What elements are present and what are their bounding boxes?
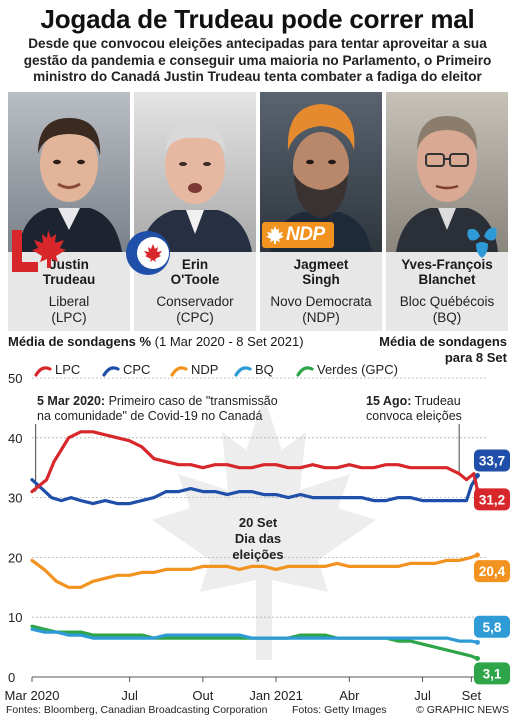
candidate-name: Trudeau <box>42 272 96 287</box>
y-tick-label: 10 <box>8 610 22 625</box>
ndp-logo-text: NDP <box>286 224 325 245</box>
portrait-otoole <box>134 92 256 252</box>
photo-credit: Fotos: Getty Images <box>292 704 387 716</box>
liberal-logo <box>12 230 66 272</box>
candidate-name: Blanchet <box>418 272 476 287</box>
candidate-name: O'Toole <box>170 272 220 287</box>
series-line-verdes-gpc <box>30 624 480 661</box>
candidate-name: Singh <box>302 272 340 287</box>
y-tick-label: 20 <box>8 550 22 565</box>
conservative-logo <box>126 231 170 275</box>
x-tick-label: Jul <box>121 688 138 703</box>
y-tick-label: 30 <box>8 491 22 506</box>
candidate-party-abbr: (NDP) <box>302 310 340 325</box>
final-value-label: 3,1 <box>483 666 502 681</box>
sources: Fontes: Bloomberg, Canadian Broadcasting… <box>6 704 268 716</box>
series-line-ndp <box>30 553 480 589</box>
candidate-party-abbr: (BQ) <box>432 310 462 325</box>
legend-swatch <box>296 366 314 377</box>
candidate-party: Bloc Québécois <box>399 294 495 309</box>
y-tick-label: 0 <box>8 670 15 685</box>
x-tick-label: Out <box>192 688 213 703</box>
final-value-label: 33,7 <box>479 454 505 469</box>
copyright: © GRAPHIC NEWS <box>416 704 509 716</box>
candidate-party-abbr: (LPC) <box>51 310 87 325</box>
candidate-party: Liberal <box>48 294 90 309</box>
portrait-trudeau <box>8 92 130 252</box>
annotation-election-day-line3: eleições <box>232 547 283 562</box>
final-value-label: 31,2 <box>479 492 505 507</box>
series-line-cpc <box>30 473 480 506</box>
legend-label: BQ <box>255 362 274 377</box>
final-average-header-line2: para 8 Set <box>444 350 507 365</box>
x-tick-label: Abr <box>339 688 360 703</box>
bloc-logo <box>467 227 497 258</box>
annotation-election-day: 20 Set <box>239 515 278 530</box>
final-value-label: 20,4 <box>479 564 506 579</box>
annotation-first-case: 5 Mar 2020: Primeiro caso de "transmissã… <box>37 394 278 408</box>
x-tick-label: Jan 2021 <box>249 688 303 703</box>
final-average-header-line1: Média de sondagens <box>379 334 507 349</box>
series-endpoint <box>474 639 480 645</box>
chart-title-bold: Média de sondagens % <box>8 334 152 349</box>
annotation-election-call: 15 Ago: Trudeau <box>366 394 461 408</box>
legend-label: Verdes (GPC) <box>317 362 398 377</box>
legend-label: LPC <box>55 362 80 377</box>
final-value-badge <box>474 449 510 472</box>
candidate-name: Jagmeet <box>293 257 349 272</box>
legend-label: CPC <box>123 362 150 377</box>
final-average-header: Média de sondagens para 8 Set <box>347 334 507 366</box>
annotation-first-case-line2: na comunidade" de Covid-19 no Canadá <box>37 409 262 423</box>
final-value-label: 5,8 <box>483 620 502 635</box>
annotation-election-day-line2: Dia das <box>235 531 281 546</box>
candidate-party: Conservador <box>156 294 234 309</box>
legend-label: NDP <box>191 362 218 377</box>
candidate-card-singh: Jagmeet Singh Novo Democrata (NDP) <box>260 252 382 331</box>
candidate-party: Novo Democrata <box>270 294 372 309</box>
candidate-name: Yves-François <box>401 257 493 272</box>
legend-swatch <box>170 366 188 377</box>
x-tick-label: Jul <box>414 688 431 703</box>
maple-leaf-icon <box>266 226 284 244</box>
x-tick-label: Mar 2020 <box>5 688 60 703</box>
maple-leaf-watermark <box>152 398 376 660</box>
y-tick-label: 40 <box>8 431 22 446</box>
final-value-badge <box>474 615 510 638</box>
candidate-party-abbr: (CPC) <box>176 310 214 325</box>
series-line-lpc <box>30 430 480 494</box>
annotation-election-call-line2: convoca eleições <box>366 409 462 423</box>
final-value-badge <box>474 560 510 583</box>
series-endpoint <box>474 552 480 558</box>
legend-swatch <box>102 366 120 377</box>
series-line-bq <box>30 627 480 644</box>
portrait-blanchet <box>386 92 508 252</box>
series-endpoint <box>474 472 480 478</box>
candidate-card-blanchet: Yves-François Blanchet Bloc Québécois (BQ) <box>386 252 508 331</box>
page-title: Jogada de Trudeau pode correr mal <box>40 4 475 34</box>
series-endpoint <box>474 655 480 661</box>
legend-swatch <box>34 366 52 377</box>
candidate-name: Erin <box>181 257 209 272</box>
legend-swatch <box>234 366 252 377</box>
x-tick-label: Set <box>462 688 482 703</box>
final-value-badge <box>474 662 510 685</box>
subtitle: Desde que convocou eleições antecipadas … <box>23 36 492 84</box>
candidate-name: Justin <box>49 257 89 272</box>
chart-date-range: (1 Mar 2020 - 8 Set 2021) <box>151 334 304 349</box>
ndp-logo: NDP <box>262 222 334 248</box>
final-value-badge <box>474 488 510 511</box>
y-tick-label: 50 <box>8 371 22 386</box>
candidate-card-otoole: Erin O'Toole Conservador (CPC) <box>134 252 256 331</box>
chart-title: Média de sondagens % (1 Mar 2020 - 8 Set… <box>8 334 304 349</box>
